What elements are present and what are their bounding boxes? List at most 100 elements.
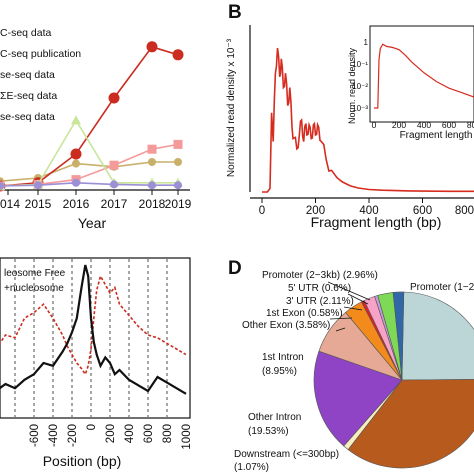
- panel-a-point: [72, 159, 80, 168]
- panel-d-pie-chart: D Promoter (2−3kb) (2.96%) 5' UTR (0.6%)…: [228, 258, 474, 473]
- panel-c-tick-label: 800: [162, 424, 174, 443]
- panel-d-label-utr5: 5' UTR (0.6%): [288, 283, 351, 294]
- panel-a-tick-label: 2016: [63, 197, 90, 211]
- panel-b-tick-label: 200: [306, 205, 325, 217]
- panel-c-tick-label: -200: [67, 424, 79, 447]
- panel-c-free-line: [0, 264, 187, 395]
- panel-c-x-ticks: -600 -400 -200 0 200 400 600 800 1000: [29, 424, 193, 450]
- panel-c-legend: leosome Free +nucleosome: [4, 268, 66, 294]
- panel-d-leader: [335, 327, 346, 332]
- panel-d-letter: D: [228, 258, 242, 279]
- panel-d-label-promoter12: Promoter (1−2kb: [410, 282, 474, 293]
- panel-d-label-exon1: 1st Exon (0.58%): [266, 308, 343, 319]
- panel-d-slice: [401, 291, 474, 381]
- panel-a-point: [70, 148, 82, 160]
- panel-a-point: [172, 49, 184, 61]
- panel-b-inset-ytick-label: 10⁻³: [352, 104, 368, 113]
- panel-a-legend-entry: C-seq publication: [0, 48, 81, 60]
- panel-c-tick-label: -400: [48, 424, 60, 447]
- panel-b-inset-frame: [369, 25, 474, 123]
- panel-d-label-intron1b: (8.95%): [262, 366, 297, 377]
- panel-a-point: [147, 144, 157, 154]
- panel-a-point: [34, 181, 42, 190]
- panel-a-x-ticks: 014 2015 2016 2017 2018 2019: [0, 190, 192, 211]
- panel-b-fragment-chart: B Normalized read density x 10⁻³ 0 200 400…: [226, 2, 474, 230]
- panel-a-point: [72, 178, 80, 187]
- panel-b-tick-label: 0: [259, 205, 265, 217]
- panel-b-inset: Norm. read density 1 10⁻¹ 10⁻² 10⁻³ 0 200 400…: [347, 25, 474, 141]
- panel-a-series-line: [0, 181, 178, 187]
- panel-b-inset-y-ticks: 1 10⁻¹ 10⁻² 10⁻³: [352, 38, 368, 113]
- panel-a-legend: C-seq data C-seq publication se-seq data ΣE…: [0, 27, 81, 123]
- panel-c-nucleosome-line: [0, 274, 187, 376]
- panel-c-position-chart: leosome Free +nucleosome -600 -400 -200 0 20…: [0, 257, 193, 469]
- panel-a-legend-entry: ΣE-seq data: [0, 90, 57, 102]
- panel-d-label-otherintron-a: Other Intron: [248, 412, 301, 423]
- panel-d-label-otherexon: Other Exon (3.58%): [242, 320, 330, 331]
- panel-d-slice: [313, 350, 403, 447]
- panel-b-tick-label: 800: [455, 205, 474, 217]
- panel-b-inset-xtick-label: 800: [467, 120, 474, 130]
- panel-a-legend-entry: se-seq data: [0, 111, 55, 123]
- panel-a-series-line: [0, 161, 178, 182]
- panel-b-inset-xtick-label: 600: [442, 120, 456, 130]
- panel-b-inset-xlabel: Fragment length: [400, 130, 473, 141]
- panel-b-xlabel: Fragment length (bp): [311, 214, 442, 230]
- panel-a-tick-label: 2017: [101, 197, 128, 211]
- panel-b-tick-label: 400: [359, 205, 378, 217]
- panel-b-letter: B: [228, 2, 242, 23]
- panel-c-legend-nucleo: +nucleosome: [4, 283, 64, 294]
- panel-d-slice: [347, 379, 474, 469]
- panel-a-year-chart: 014 2015 2016 2017 2018 2019 Year C-seq dataC…: [0, 27, 192, 231]
- panel-d-leader-lines: [327, 281, 371, 332]
- panel-d-label-promoter23: Promoter (2−3kb) (2.96%): [262, 270, 378, 281]
- panel-a-tick-label: 2015: [25, 197, 52, 211]
- panel-c-tick-label: 200: [105, 424, 117, 443]
- panel-a-point: [148, 158, 156, 166]
- panel-d-leader: [327, 281, 371, 301]
- panel-c-tick-label: -600: [29, 424, 41, 447]
- panel-b-x-ticks: 0 200 400 600 800: [259, 198, 474, 217]
- panel-d-label-intron1a: 1st Intron: [262, 352, 304, 363]
- panel-b-ylabel: Normalized read density x 10⁻³: [226, 38, 237, 177]
- panel-a-xlabel: Year: [78, 215, 107, 231]
- panel-a-tick-label: 2018: [139, 197, 166, 211]
- panel-a-point: [109, 160, 119, 170]
- panel-d-label-utr3: 3' UTR (2.11%): [286, 296, 354, 307]
- panel-b-inset-xtick-label: 400: [417, 120, 431, 130]
- panel-d-slice: [392, 291, 405, 381]
- panel-c-legend-free: leosome Free: [4, 268, 66, 279]
- panel-a-tick-label: 014: [0, 197, 20, 211]
- panel-d-leader: [329, 317, 353, 320]
- panel-b-inset-ytick-label: 1: [364, 38, 369, 47]
- panel-a-point: [108, 92, 120, 104]
- panel-a-series: [0, 41, 184, 192]
- panel-c-frame: [0, 257, 191, 419]
- panel-c-tick-label: 1000: [181, 424, 193, 450]
- panel-c-xlabel: Position (bp): [43, 453, 122, 469]
- panel-b-inset-ytick-label: 10⁻¹: [352, 60, 368, 69]
- panel-a-point: [148, 181, 156, 190]
- panel-a-point: [174, 181, 182, 190]
- panel-b-inset-xtick-label: 0: [372, 120, 377, 130]
- panel-c-tick-label: 400: [124, 424, 136, 443]
- panel-a-point: [71, 115, 81, 125]
- panel-d-label-downstream-a: Downstream (<=300bp): [234, 449, 339, 460]
- panel-b-inset-line: [374, 43, 474, 109]
- panel-b-tick-label: 600: [413, 205, 432, 217]
- panel-a-point: [0, 182, 4, 190]
- panel-d-leader: [347, 293, 369, 305]
- panel-b-inset-ytick-label: 10⁻²: [352, 82, 368, 91]
- panel-a-legend-entry: se-seq data: [0, 69, 55, 81]
- panel-a-point: [174, 158, 182, 166]
- panel-d-label-downstream-b: (1.07%): [234, 462, 269, 473]
- panel-c-tick-label: 600: [143, 424, 155, 443]
- panel-c-tick-label: 0: [86, 424, 98, 430]
- panel-a-tick-label: 2019: [165, 197, 192, 211]
- panel-a-legend-entry: C-seq data: [0, 27, 52, 39]
- panel-a-point: [110, 180, 118, 189]
- panel-b-density-line: [262, 47, 474, 193]
- panel-b-inset-xtick-label: 200: [392, 120, 406, 130]
- panel-d-slices: [313, 291, 474, 469]
